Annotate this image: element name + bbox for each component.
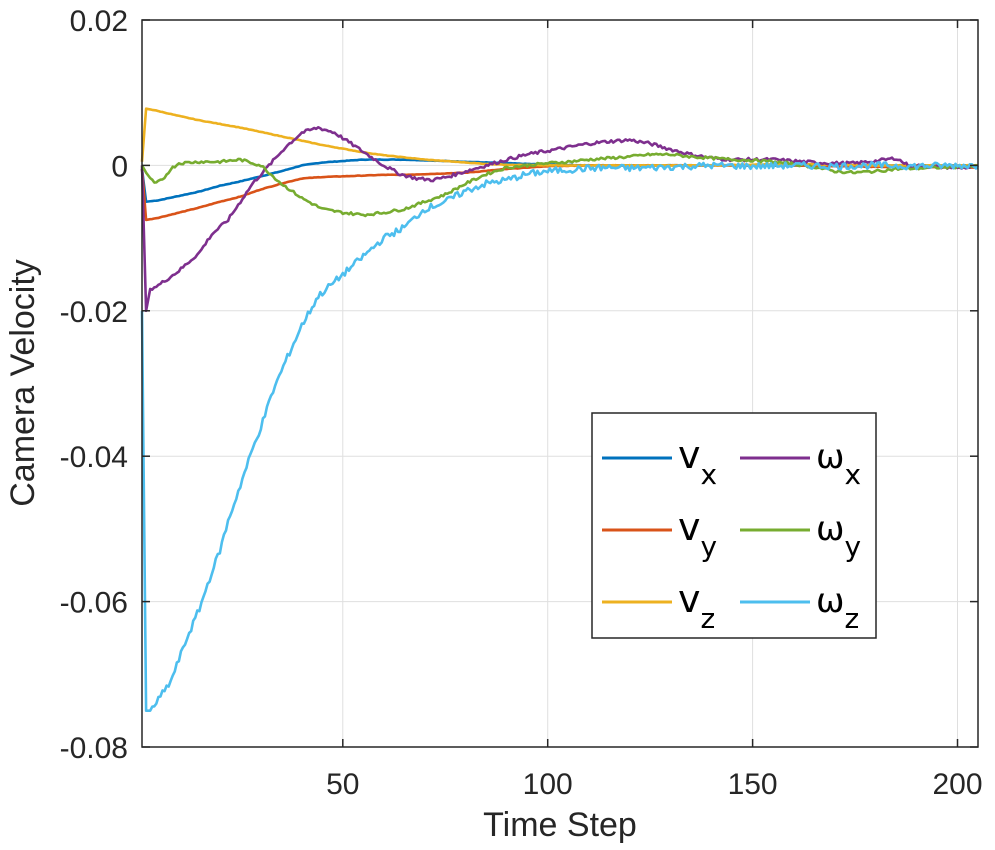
legend-symbol: v — [678, 433, 701, 477]
y-tick-label: 0.02 — [70, 5, 128, 38]
y-tick-label: -0.06 — [60, 587, 128, 620]
legend-subscript: x — [844, 458, 861, 491]
y-tick-label: -0.02 — [60, 296, 128, 329]
y-tick-label: 0 — [111, 150, 128, 183]
legend-label-v-y: vy — [678, 505, 717, 563]
legend-label-v-z: vz — [678, 577, 715, 635]
x-tick-label: 200 — [932, 768, 982, 801]
legend-label-v-x: vx — [678, 433, 717, 491]
series-line-omega-y — [140, 152, 979, 218]
x-tick-label: 50 — [326, 768, 359, 801]
x-tick-label: 100 — [523, 768, 573, 801]
y-tick-labels: 0.02 0 -0.02 -0.04 -0.06 -0.08 — [60, 5, 128, 765]
legend-subscript: z — [701, 602, 716, 635]
series-lines — [140, 107, 980, 712]
y-axis-label: Camera Velocity — [4, 259, 42, 507]
legend-subscript: y — [701, 530, 718, 563]
legend-label-omega-x: ωx — [816, 437, 861, 491]
legend-label-omega-y: ωy — [816, 509, 861, 563]
legend-subscript: x — [701, 458, 718, 491]
x-axis-label: Time Step — [483, 806, 637, 844]
legend-symbol: ω — [816, 437, 844, 477]
axes-box — [141, 19, 979, 748]
series-line-omega-x — [140, 125, 979, 313]
legend-subscript: z — [844, 602, 859, 635]
legend-subscript: y — [844, 530, 861, 563]
legend-symbol: ω — [816, 509, 844, 549]
series-line-omega-z — [140, 160, 980, 712]
x-tick-label: 150 — [728, 768, 778, 801]
legend-symbol: v — [678, 577, 701, 621]
y-tick-label: -0.04 — [60, 441, 128, 474]
y-tick-label: -0.08 — [60, 732, 128, 765]
legend-symbol: v — [678, 505, 701, 549]
x-tick-labels: 50 100 150 200 — [326, 768, 982, 801]
legend-label-omega-z: ωz — [816, 581, 859, 635]
legend-symbol: ω — [816, 581, 844, 621]
axis-ticks — [142, 19, 978, 748]
